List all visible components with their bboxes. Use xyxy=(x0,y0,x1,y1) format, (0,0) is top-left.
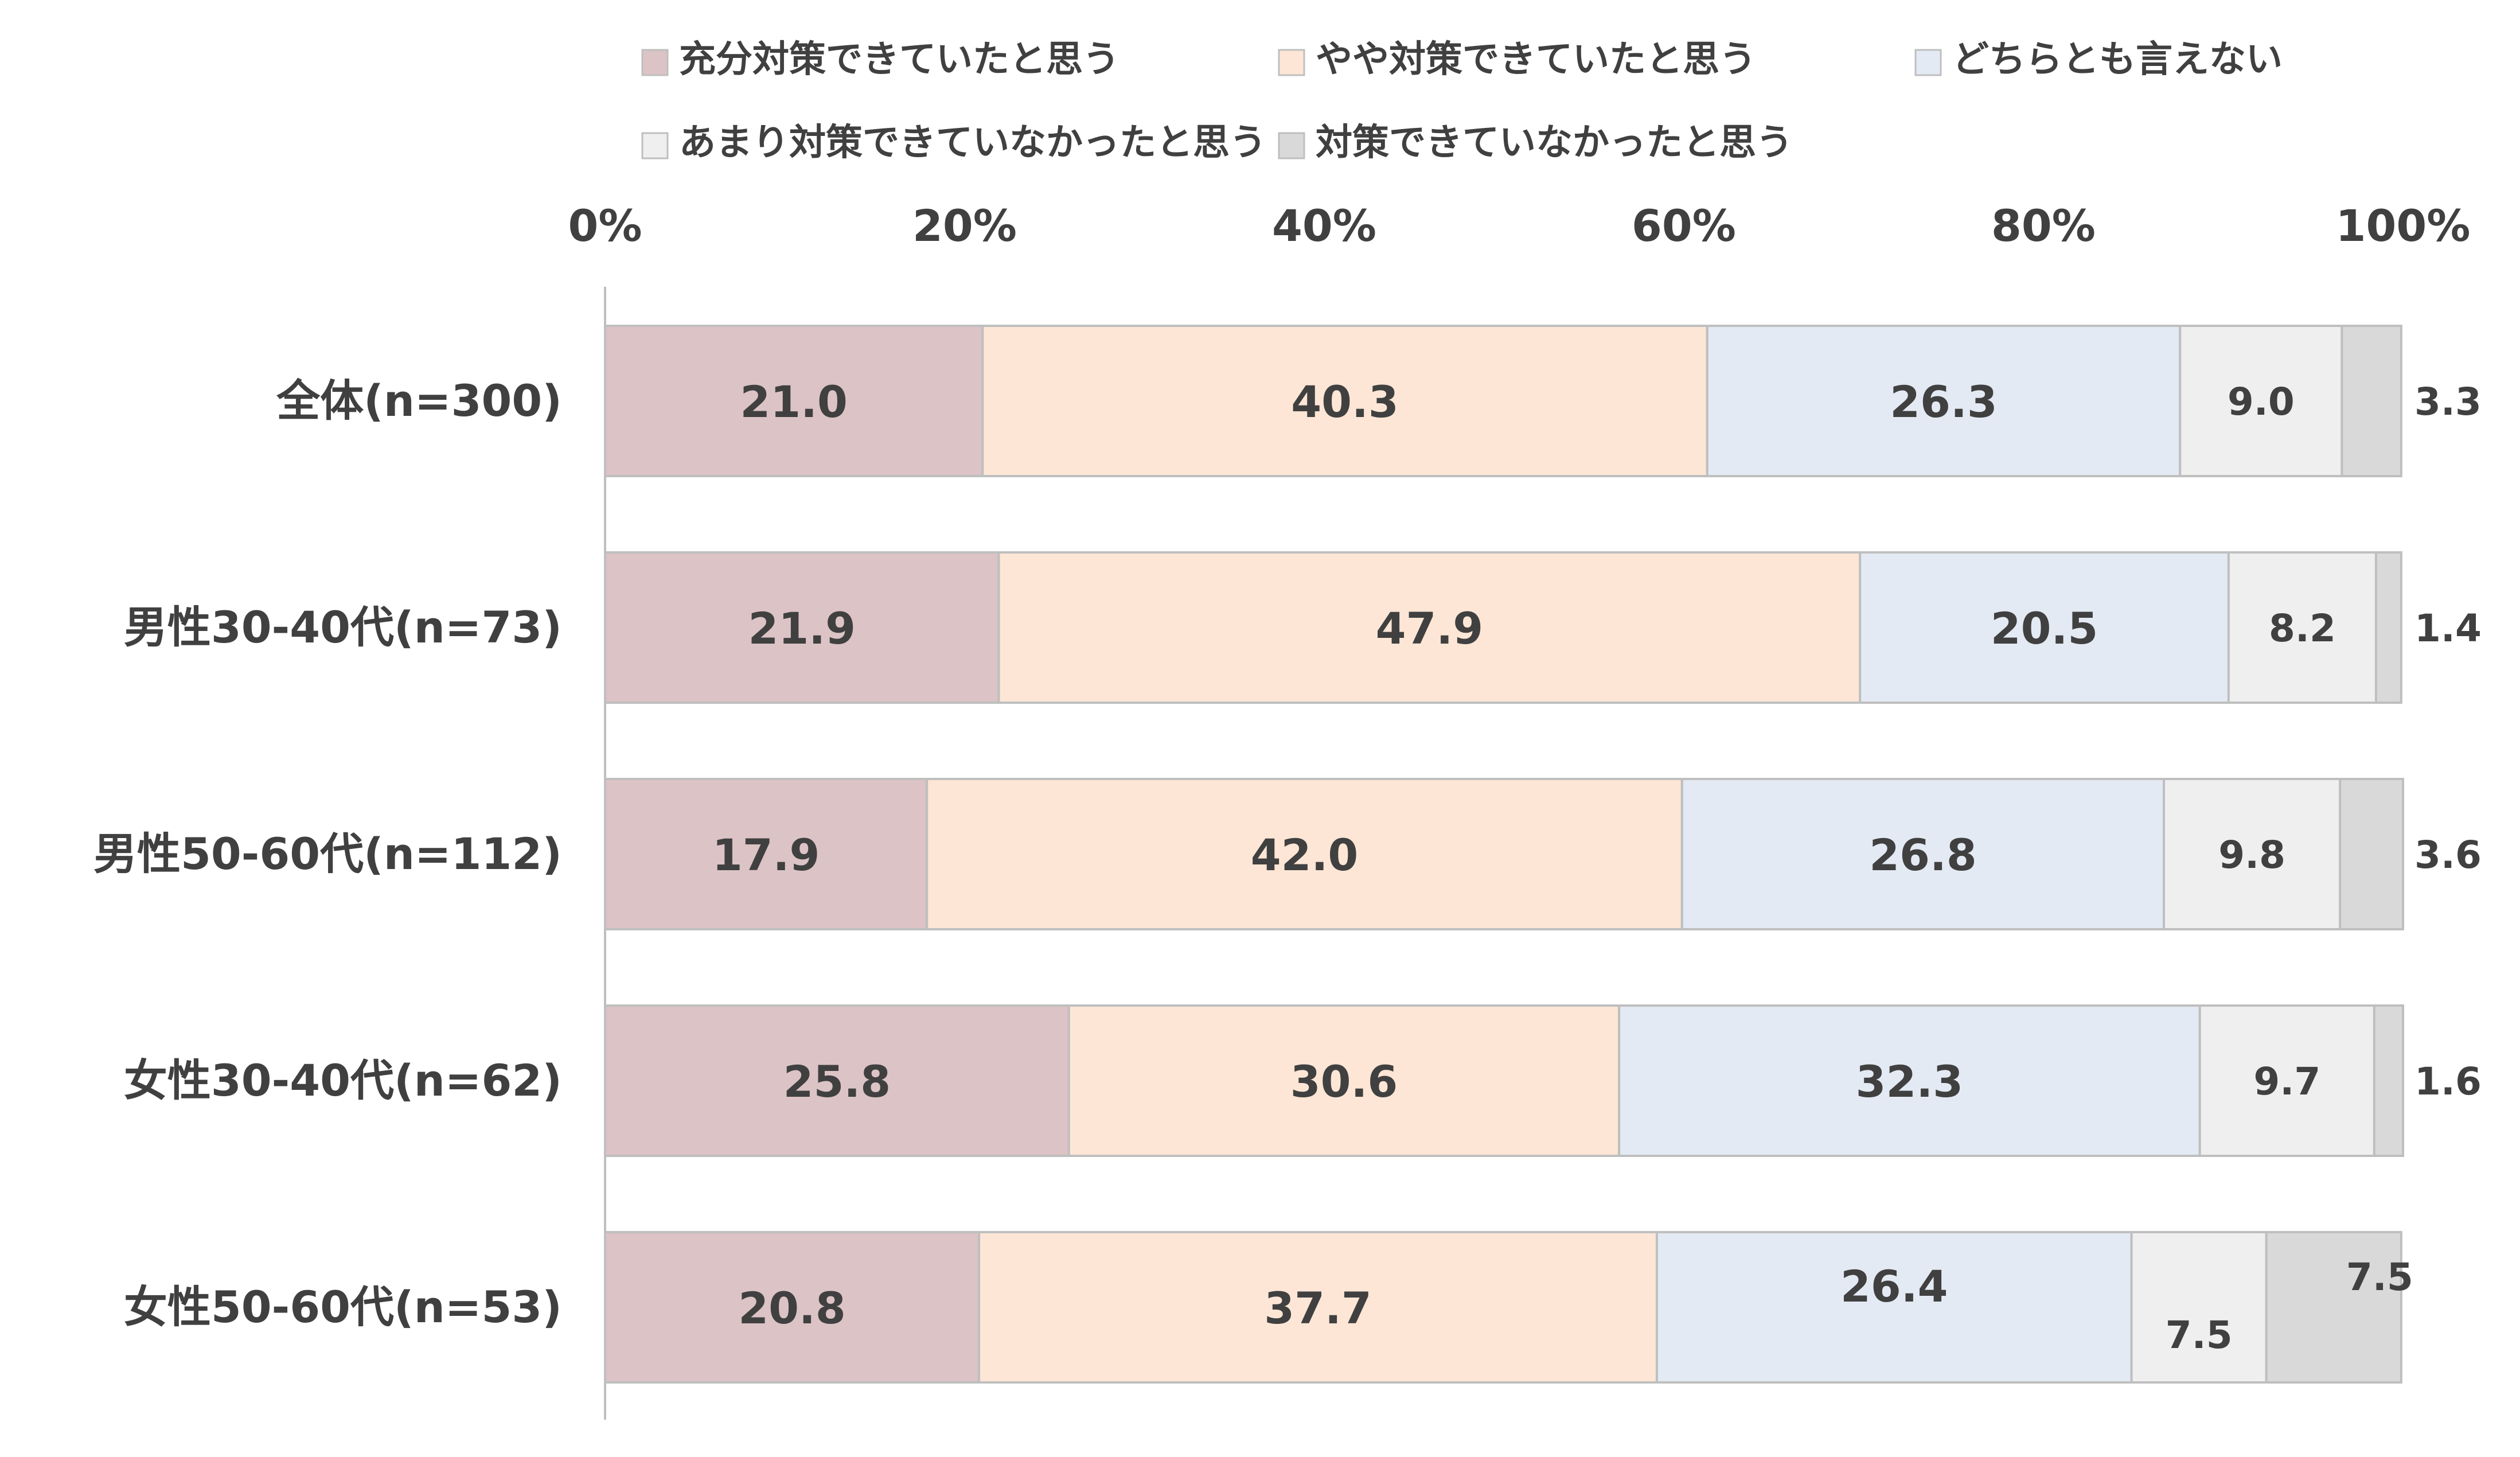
bar-segment xyxy=(604,1004,1070,1157)
bar-segment xyxy=(981,325,1708,477)
legend-label: 充分対策できていたと思う xyxy=(679,38,1119,81)
data-label: 26.3 xyxy=(1890,376,1998,427)
bar-segment xyxy=(2198,1004,2375,1157)
legend-swatch xyxy=(1278,132,1305,159)
data-label: 7.5 xyxy=(2166,1313,2233,1357)
legend-label: やや対策できていたと思う xyxy=(1316,38,1756,81)
bars xyxy=(604,325,2404,1384)
bar-segment xyxy=(1655,1231,2133,1384)
bar-segment xyxy=(604,1231,981,1384)
bar-segment xyxy=(604,778,929,930)
data-label: 1.4 xyxy=(2414,606,2482,650)
bar-segment xyxy=(1706,325,2182,477)
bar-segment xyxy=(2339,778,2404,930)
data-label: 1.6 xyxy=(2414,1059,2482,1104)
x-tick-label: 40% xyxy=(1272,200,1376,251)
legend-item: 充分対策できていたと思う xyxy=(641,38,1119,81)
x-tick-label: 100% xyxy=(2336,200,2471,251)
bar-segment xyxy=(2374,551,2402,704)
legend: 充分対策できていたと思う やや対策できていたと思う どちらとも言えないあまり対策でき… xyxy=(641,38,2283,164)
data-label: 26.4 xyxy=(1840,1261,1948,1312)
bar-segment xyxy=(1618,1004,2201,1157)
data-label: 20.8 xyxy=(738,1283,846,1334)
data-label: 3.6 xyxy=(2414,833,2482,877)
data-label: 32.3 xyxy=(1856,1056,1964,1107)
bar-segment xyxy=(926,778,1683,930)
bar-segment xyxy=(997,551,1862,704)
data-label: 25.8 xyxy=(783,1056,891,1107)
data-label: 42.0 xyxy=(1251,829,1359,881)
legend-label: あまり対策できていなかったと思う xyxy=(679,122,1266,164)
x-axis: 0% 20% 40% 60% 80% 100% xyxy=(568,200,2470,251)
legend-swatch xyxy=(641,132,669,159)
bar-segment xyxy=(2373,1004,2404,1157)
x-tick-label: 0% xyxy=(568,200,642,251)
data-label: 30.6 xyxy=(1290,1056,1398,1107)
legend-item: どちらとも言えない xyxy=(1914,38,2283,81)
data-label: 21.9 xyxy=(748,603,856,654)
data-label: 37.7 xyxy=(1264,1283,1372,1334)
data-label: 7.5 xyxy=(2346,1255,2413,1299)
data-label: 40.3 xyxy=(1291,376,1399,427)
data-label: 3.3 xyxy=(2414,380,2482,424)
bar-segment xyxy=(2163,778,2342,930)
x-tick-label: 80% xyxy=(1991,200,2096,251)
data-labels: 21.0 40.3 26.3 9.0 3.3 21.9 47.9 20.5 8.2 1.4 17.9… xyxy=(712,376,2482,1357)
bar-segment xyxy=(1067,1004,1621,1157)
data-label: 26.8 xyxy=(1869,829,1977,881)
legend-swatch xyxy=(641,49,669,76)
category-label: 全体(n=300) xyxy=(276,375,562,426)
bar-segment xyxy=(2130,1231,2268,1384)
x-tick-label: 60% xyxy=(1632,200,1736,251)
legend-item: あまり対策できていなかったと思う xyxy=(641,122,1266,164)
category-label: 女性50-60代(n=53) xyxy=(124,1281,562,1333)
data-label: 9.7 xyxy=(2253,1059,2320,1104)
x-tick-label: 20% xyxy=(912,200,1017,251)
data-label: 17.9 xyxy=(712,829,820,881)
category-label: 男性30-40代(n=73) xyxy=(124,602,562,653)
data-label: 8.2 xyxy=(2269,606,2336,650)
legend-swatch xyxy=(1278,49,1305,76)
legend-label: 対策できていなかったと思う xyxy=(1316,122,1793,164)
data-label: 9.8 xyxy=(2218,833,2285,877)
y-axis: 全体(n=300) 男性30-40代(n=73) 男性50-60代(n=112) 女性… xyxy=(93,287,606,1420)
data-label: 20.5 xyxy=(1991,603,2098,654)
bar-segment xyxy=(978,1231,1658,1384)
bar-segment xyxy=(2340,325,2402,477)
data-label: 47.9 xyxy=(1376,603,1484,654)
legend-swatch xyxy=(1914,49,1942,76)
legend-item: 対策できていなかったと思う xyxy=(1278,122,1793,164)
data-label: 21.0 xyxy=(740,376,848,427)
bar-segment xyxy=(1680,778,2166,930)
legend-label: どちらとも言えない xyxy=(1952,38,2283,81)
data-label: 9.0 xyxy=(2228,380,2295,424)
legend-item: やや対策できていたと思う xyxy=(1278,38,1756,81)
category-label: 男性50-60代(n=112) xyxy=(93,828,562,879)
category-label: 女性30-40代(n=62) xyxy=(124,1055,562,1106)
bar-segment xyxy=(2265,1231,2402,1384)
bar-segment xyxy=(604,325,984,477)
